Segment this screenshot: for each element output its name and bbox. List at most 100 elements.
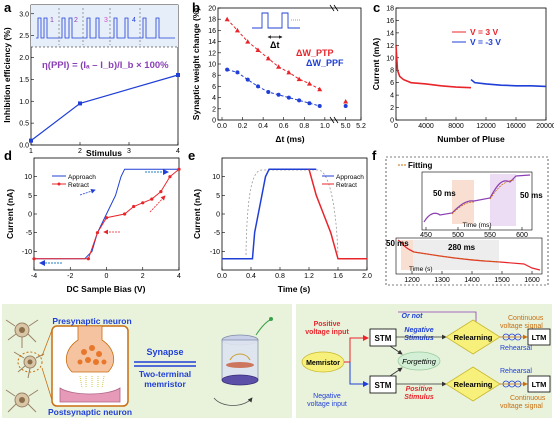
panel-d-point-retract bbox=[150, 197, 154, 201]
panel-a-inset-label-3: 3 bbox=[104, 17, 108, 24]
panel-c-frame bbox=[395, 7, 547, 121]
panel-d-xtick-label: -4 bbox=[31, 273, 37, 280]
panel-letter-c: c bbox=[373, 0, 380, 15]
panel-a-chart: 1 2 3 4 η(PPI) = (Iₐ – I_b)/I_b × 100% 0… bbox=[2, 4, 180, 158]
panel-d-point-retract bbox=[86, 257, 90, 261]
panel-e-xtick-label: 1.6 bbox=[333, 273, 343, 280]
panel-f-top-highlight-2 bbox=[490, 174, 516, 226]
panel-c-xlabel: Number of Pluse bbox=[437, 134, 505, 144]
panel-c-ytick-label: 12 bbox=[386, 43, 394, 50]
panel-d-arrow-retract-2 bbox=[149, 195, 166, 213]
panel-c-xtick-label: 0 bbox=[394, 123, 398, 130]
panel-b-xlabel: Δt (ms) bbox=[275, 134, 304, 144]
panel-b-xtick-label: 5.0 bbox=[341, 123, 351, 130]
arrow-stm-bottom-to-forgetting bbox=[389, 367, 403, 377]
panel-e-series-retract bbox=[308, 168, 367, 260]
panel-a-point bbox=[176, 73, 180, 77]
panel-c-ytick-label: 0 bbox=[390, 118, 394, 125]
panel-b-xtick-label: 0.2 bbox=[238, 123, 248, 130]
panel-b-point-ppf bbox=[256, 84, 260, 89]
panel-b-point-ptp bbox=[317, 86, 323, 92]
panel-e-ytick-label: -10 bbox=[210, 249, 220, 256]
pos-stimulus-line2: Stimulus bbox=[404, 394, 434, 401]
panel-b-point-ptp bbox=[286, 69, 292, 75]
panel-b-ytick-label: 8 bbox=[212, 73, 216, 80]
ltm-box-top bbox=[527, 328, 551, 346]
panel-c-xtick-label: 4000 bbox=[418, 123, 434, 130]
panel-b-points-ptp bbox=[224, 16, 349, 104]
panel-e-legend-approach: Approach bbox=[336, 174, 364, 181]
panel-b-point-ptp bbox=[306, 81, 312, 86]
panel-f-legend: Fitting bbox=[408, 161, 433, 170]
panel-b-point-ptp bbox=[224, 16, 230, 22]
panel-letter-d: d bbox=[4, 148, 12, 163]
memristor-label-line2: memristor bbox=[144, 379, 186, 389]
forgetting-label: Forgetting bbox=[402, 357, 437, 366]
panel-d-xtick-label: 2 bbox=[141, 273, 145, 280]
panel-b-ytick-label: 6 bbox=[212, 84, 216, 91]
panel-a-inset-label-2: 2 bbox=[74, 17, 78, 24]
panel-b-point-ppf bbox=[245, 77, 250, 82]
panel-h-diagram: Memristor Positive voltage input Negativ… bbox=[296, 304, 552, 418]
neg-stimulus-line2: Stimulus bbox=[404, 335, 434, 342]
neuron-bottom-left bbox=[5, 389, 39, 413]
panel-c-y-ticks: 0 2 4 6 8 10 12 14 16 18 bbox=[386, 6, 399, 125]
panel-d-point-retract bbox=[32, 257, 36, 261]
neuron-top-left bbox=[5, 319, 39, 348]
panel-b-point-ptp bbox=[265, 55, 271, 61]
panel-f-annotation-3: 50 ms bbox=[386, 239, 409, 248]
panel-e-ytick-label: 0 bbox=[216, 212, 220, 219]
panel-f-top-xtick-label: 500 bbox=[452, 232, 464, 239]
panel-b-point-ptp bbox=[296, 76, 302, 82]
panel-f-bottom-ticks: 1200 1300 1400 1500 1600 bbox=[404, 271, 540, 284]
zoom-line-bottom bbox=[41, 367, 53, 401]
panel-e-xtick-label: 0.0 bbox=[217, 273, 227, 280]
panel-c-series-neg bbox=[470, 78, 547, 88]
pos-input-line1: Positive bbox=[314, 321, 341, 328]
panel-d-point-retract bbox=[168, 175, 172, 179]
panel-b-point-ppf bbox=[266, 90, 271, 94]
panel-b-xtick-label: 1.0 bbox=[320, 123, 330, 130]
panel-f-chart: Fitting 50 ms 50 ms 450 500 550 600 Time (m… bbox=[385, 156, 549, 286]
panel-c-xtick-label: 20000 bbox=[536, 123, 554, 130]
panel-d-ytick-label: -10 bbox=[22, 249, 32, 256]
panel-b-y-ticks: 0 2 4 6 8 10 12 14 16 18 20 bbox=[208, 6, 221, 125]
panel-b-ylabel: Synaptic weight change (%) bbox=[191, 8, 201, 121]
ltm-label-bottom: LTM bbox=[532, 380, 547, 389]
panel-a-point bbox=[29, 138, 33, 143]
panel-b-legend-ptp: ΔW_PTP bbox=[296, 48, 333, 58]
panel-a-xtick-label: 2 bbox=[78, 148, 82, 155]
panel-c-chart: 0 2 4 6 8 10 12 14 16 18 0 4000 8000 12000 16000 20000… bbox=[371, 6, 554, 145]
rehearsal-label-bottom: Rehearsal bbox=[500, 368, 532, 375]
panel-d-xtick-label: 0 bbox=[105, 273, 109, 280]
panel-a-point bbox=[78, 101, 82, 106]
panel-c-ytick-label: 14 bbox=[386, 30, 394, 37]
panel-e-xtick-label: 2.0 bbox=[362, 273, 372, 280]
panel-e-ytick-label: 10 bbox=[212, 174, 220, 181]
panel-f-annotation-2: 50 ms bbox=[520, 191, 543, 200]
relearning-diamond-top bbox=[445, 319, 501, 355]
neuron-mid-left bbox=[13, 351, 45, 379]
panel-a-pulse-train bbox=[36, 17, 175, 39]
panel-d-legend-marker-retract bbox=[57, 182, 61, 186]
panel-c-ytick-label: 2 bbox=[390, 105, 394, 112]
neg-input-line2: voltage input bbox=[307, 401, 347, 408]
panel-a-xtick-label: 4 bbox=[176, 148, 180, 155]
panel-b-point-ppf bbox=[276, 92, 281, 97]
panel-c-xtick-label: 16000 bbox=[506, 123, 526, 130]
pos-input-line2: voltage input bbox=[305, 329, 349, 336]
panel-d-ytick-label: 0 bbox=[28, 212, 32, 219]
panel-f-bottom-highlight-1 bbox=[401, 240, 413, 270]
panel-b-axis-break-bottom-2 bbox=[333, 116, 339, 124]
continuous-bottom-line2: voltage signal bbox=[500, 403, 543, 410]
panel-d-point-retract bbox=[177, 167, 181, 171]
panel-e-ylabel: Current (nA) bbox=[192, 189, 202, 239]
panel-a-xtick-label: 1 bbox=[29, 148, 33, 155]
ltm-box-bottom bbox=[527, 375, 551, 393]
zoom-circle bbox=[17, 351, 43, 373]
panel-e-xtick-label: 0.4 bbox=[246, 273, 256, 280]
panel-b-inset-pulse bbox=[252, 12, 300, 39]
panel-a-ytick-label: 0.5 bbox=[19, 121, 29, 128]
panel-d-xtick-label: 4 bbox=[177, 273, 181, 280]
panel-e-ytick-label: 5 bbox=[216, 193, 220, 200]
